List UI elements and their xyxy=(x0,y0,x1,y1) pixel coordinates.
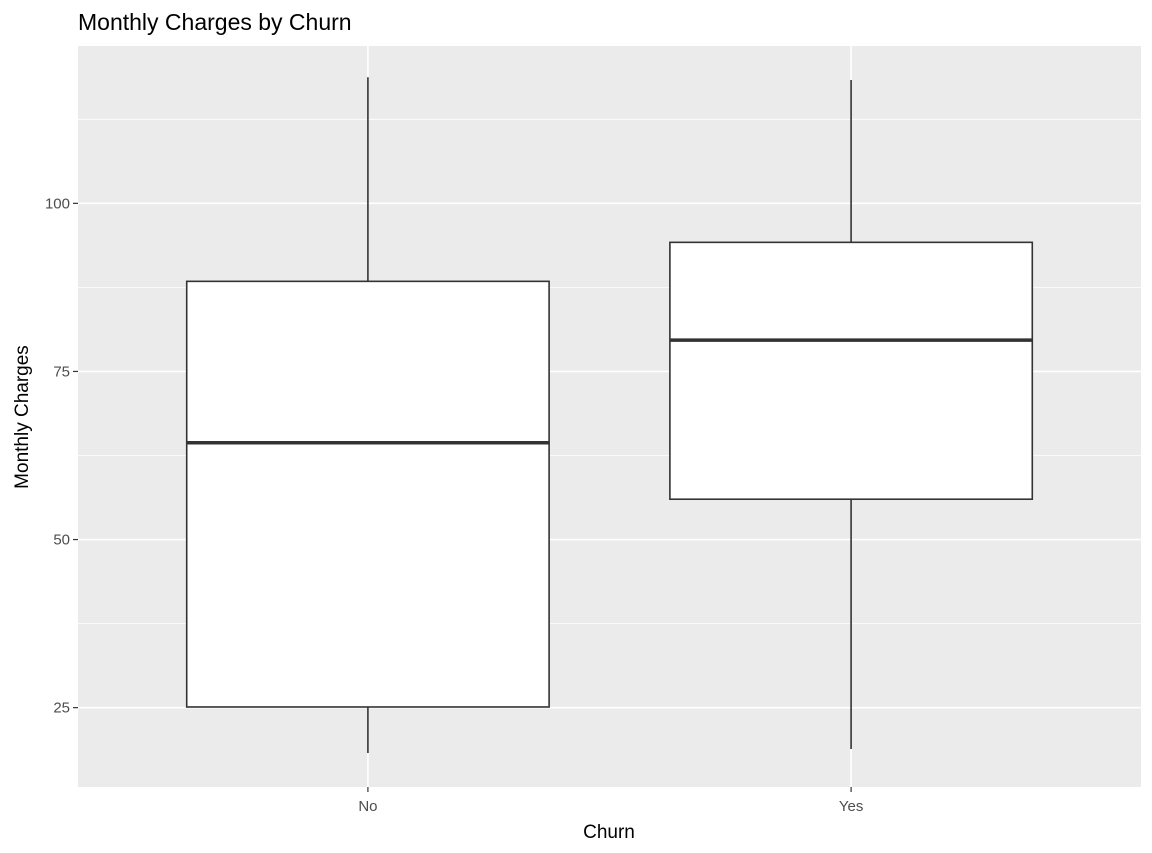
y-tick-label: 100 xyxy=(45,195,70,212)
y-tick-label: 50 xyxy=(53,532,70,549)
box-layer xyxy=(185,77,1034,754)
box-no xyxy=(185,77,550,754)
x-tick-label: Yes xyxy=(839,798,863,815)
box-body xyxy=(185,280,550,708)
x-axis: No Yes xyxy=(358,787,863,815)
x-axis-title: Churn xyxy=(583,822,635,843)
y-tick-label: 75 xyxy=(53,363,70,380)
x-tick-label: No xyxy=(358,798,377,815)
box-body xyxy=(669,241,1034,501)
chart-title: Monthly Charges by Churn xyxy=(78,9,352,35)
box-yes xyxy=(669,79,1034,750)
y-axis-title: Monthly Charges xyxy=(12,345,33,489)
y-tick-label: 25 xyxy=(53,700,70,717)
y-axis: 25 50 75 100 xyxy=(45,195,78,717)
